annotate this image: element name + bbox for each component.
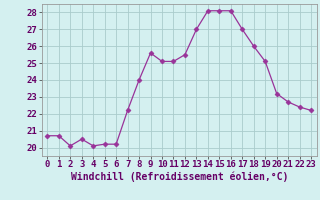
X-axis label: Windchill (Refroidissement éolien,°C): Windchill (Refroidissement éolien,°C) — [70, 172, 288, 182]
